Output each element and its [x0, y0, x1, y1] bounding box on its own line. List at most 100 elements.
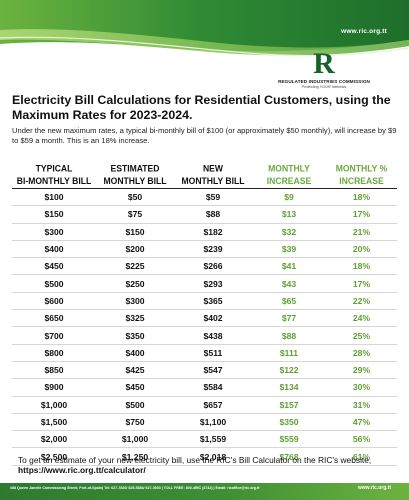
table-row: $850 $425 $547 $122 29%: [12, 361, 397, 380]
cell-increase: $43: [252, 274, 326, 293]
cell-bimonthly: $150: [12, 205, 96, 224]
header-line: NEW: [202, 162, 224, 174]
cell-increase: $88: [252, 326, 326, 345]
header-line: INCREASE: [266, 174, 312, 186]
table-row: $100 $50 $59 $9 18%: [12, 188, 397, 207]
cell-estimated: $1,250: [96, 447, 174, 466]
table-row: $400 $200 $239 $39 20%: [12, 240, 397, 259]
cell-new: $239: [174, 240, 252, 259]
header-estimated-monthly: ESTIMATED MONTHLY BILL: [96, 163, 174, 190]
table-header-row: TYPICAL BI-MONTHLY BILL ESTIMATED MONTHL…: [12, 162, 397, 190]
cell-estimated: $450: [96, 378, 174, 397]
cell-new: $182: [174, 223, 252, 241]
cell-bimonthly: $500: [12, 274, 96, 293]
cell-estimated: $225: [96, 257, 174, 276]
cell-percent: 28%: [326, 344, 397, 362]
header-banner: www.ric.org.tt: [0, 0, 409, 62]
cell-percent: 18%: [326, 257, 397, 276]
cell-increase: $41: [252, 257, 326, 276]
cell-increase: $122: [252, 361, 326, 380]
cell-new: $402: [174, 309, 252, 328]
table-row: $1,500 $750 $1,100 $350 47%: [12, 413, 397, 432]
cell-estimated: $150: [96, 223, 174, 241]
header-line: TYPICAL: [35, 162, 73, 174]
table-row: $600 $300 $365 $65 22%: [12, 292, 397, 311]
cell-percent: 31%: [326, 396, 397, 414]
header-line: ESTIMATED: [110, 162, 160, 174]
cell-percent: 20%: [326, 240, 397, 259]
cell-bimonthly: $300: [12, 223, 96, 241]
cell-bimonthly: $800: [12, 344, 96, 362]
cell-estimated: $400: [96, 344, 174, 362]
cell-percent: 29%: [326, 361, 397, 380]
table-row: $900 $450 $584 $134 30%: [12, 378, 397, 397]
cell-increase: $134: [252, 378, 326, 397]
table-row: $300 $150 $182 $32 21%: [12, 223, 397, 241]
intro-text: Under the new maximum rates, a typical b…: [12, 126, 397, 145]
cell-estimated: $75: [96, 205, 174, 224]
cell-bimonthly: $900: [12, 378, 96, 397]
cell-percent: 47%: [326, 413, 397, 432]
cell-percent: 17%: [326, 274, 397, 293]
cell-increase: $13: [252, 205, 326, 224]
table-row: $500 $250 $293 $43 17%: [12, 274, 397, 293]
cell-new: $657: [174, 396, 252, 414]
header-website[interactable]: www.ric.org.tt: [341, 28, 387, 35]
cell-estimated: $1,000: [96, 430, 174, 449]
logo-tagline: Protecting YOUR Interests: [301, 85, 347, 89]
table-row: $700 $350 $438 $88 25%: [12, 326, 397, 345]
cell-estimated: $50: [96, 188, 174, 207]
cell-bimonthly: $650: [12, 309, 96, 328]
cell-increase: $768: [252, 447, 326, 466]
table-row: $2,500 $1,250 $2,018 $768 61%: [12, 447, 397, 466]
cell-percent: 61%: [326, 447, 397, 466]
logo-org-name: REGULATED INDUSTRIES COMMISSION: [278, 79, 370, 84]
page-title: Electricity Bill Calculations for Reside…: [12, 93, 391, 122]
cell-estimated: $300: [96, 292, 174, 311]
rates-table: TYPICAL BI-MONTHLY BILL ESTIMATED MONTHL…: [12, 162, 397, 466]
cell-increase: $39: [252, 240, 326, 259]
cell-percent: 30%: [326, 378, 397, 397]
cell-percent: 25%: [326, 326, 397, 345]
cell-increase: $559: [252, 430, 326, 449]
table-row: $2,000 $1,000 $1,559 $559 56%: [12, 430, 397, 449]
cell-new: $293: [174, 274, 252, 293]
cell-new: $1,100: [174, 413, 252, 432]
footer-website[interactable]: www.ric.org.tt: [357, 485, 391, 491]
cell-new: $584: [174, 378, 252, 397]
cell-increase: $9: [252, 188, 326, 207]
table-row: $150 $75 $88 $13 17%: [12, 205, 397, 224]
cell-bimonthly: $2,000: [12, 430, 96, 449]
cell-new: $511: [174, 344, 252, 362]
cell-estimated: $425: [96, 361, 174, 380]
cell-percent: 24%: [326, 309, 397, 328]
header-monthly-percent-increase: MONTHLY % INCREASE: [326, 163, 397, 190]
table-body: $100 $50 $59 $9 18% $150 $75 $88 $13 17% $300 $15…: [12, 188, 397, 466]
cell-bimonthly: $100: [12, 188, 96, 207]
cell-bimonthly: $1,000: [12, 396, 96, 414]
header-line: MONTHLY %: [335, 162, 388, 174]
footer-note: To get an estimate of your new electrici…: [18, 455, 398, 475]
cell-new: $266: [174, 257, 252, 276]
header-typical-bimonthly: TYPICAL BI-MONTHLY BILL: [12, 163, 96, 190]
cell-estimated: $750: [96, 413, 174, 432]
cell-new: $365: [174, 292, 252, 311]
banner-waves: [0, 0, 409, 62]
cell-percent: 18%: [326, 188, 397, 207]
cell-new: $88: [174, 205, 252, 224]
header-line: MONTHLY BILL: [181, 174, 245, 186]
cell-bimonthly: $850: [12, 361, 96, 380]
cell-percent: 22%: [326, 292, 397, 311]
table-row: $650 $325 $402 $77 24%: [12, 309, 397, 328]
header-line: MONTHLY: [268, 162, 310, 174]
cell-bimonthly: $700: [12, 326, 96, 345]
cell-bimonthly: $450: [12, 257, 96, 276]
footer-note-text: To get an estimate of your new electrici…: [18, 455, 372, 465]
cell-new: $2,018: [174, 447, 252, 466]
cell-increase: $77: [252, 309, 326, 328]
cell-percent: 56%: [326, 430, 397, 449]
cell-bimonthly: $1,500: [12, 413, 96, 432]
cell-percent: 21%: [326, 223, 397, 241]
cell-increase: $65: [252, 292, 326, 311]
calculator-link[interactable]: https://www.ric.org.tt/calculator/: [18, 465, 146, 475]
